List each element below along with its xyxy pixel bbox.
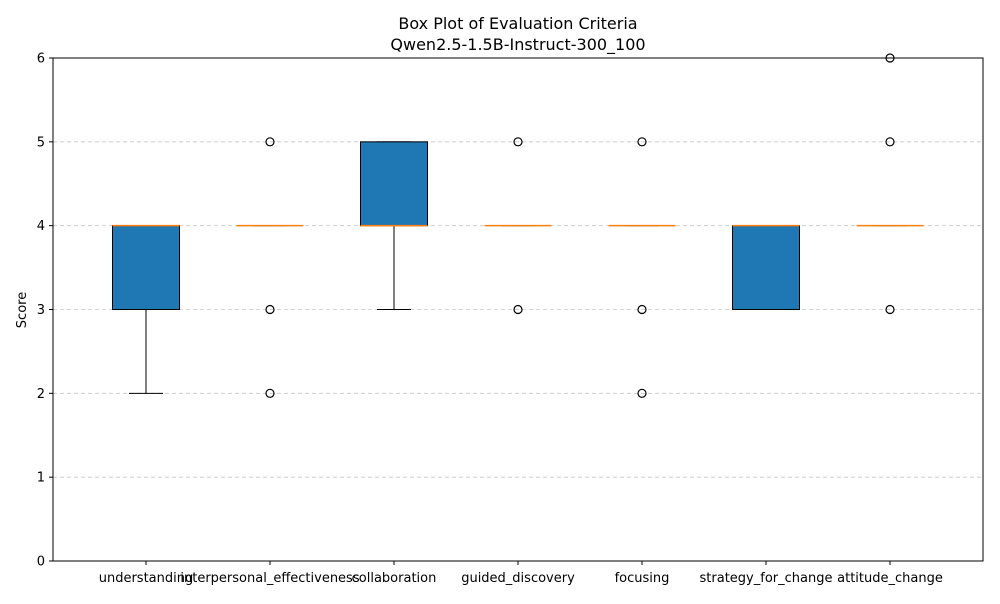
chart-subtitle: Qwen2.5-1.5B-Instruct-300_100 bbox=[390, 35, 645, 55]
x-tick-label: strategy_for_change bbox=[700, 571, 833, 586]
flier-point bbox=[265, 304, 275, 315]
grid-lines bbox=[53, 141, 983, 478]
box-body bbox=[732, 225, 800, 311]
x-tick-label: guided_discovery bbox=[461, 571, 575, 586]
y-axis-label: Score bbox=[15, 292, 30, 328]
chart-title: Box Plot of Evaluation Criteria bbox=[398, 14, 637, 33]
y-tick-label: 4 bbox=[37, 219, 45, 234]
flier-points bbox=[265, 53, 895, 398]
box-series bbox=[112, 141, 924, 394]
y-tick-label: 2 bbox=[37, 387, 45, 402]
box-understanding bbox=[112, 224, 180, 394]
x-tick-label: attitude_change bbox=[837, 571, 943, 586]
y-axis-ticks: 0 1 2 3 4 5 6 bbox=[37, 52, 53, 570]
flier-point bbox=[513, 304, 523, 315]
flier-point bbox=[513, 137, 523, 147]
box-collaboration bbox=[360, 141, 428, 310]
y-tick-label: 1 bbox=[37, 471, 45, 486]
box-body bbox=[112, 225, 180, 311]
flier-point bbox=[885, 304, 895, 315]
x-tick-label: interpersonal_effectiveness bbox=[180, 571, 359, 586]
flier-point bbox=[265, 137, 275, 147]
y-tick-label: 0 bbox=[37, 555, 45, 570]
flier-point bbox=[637, 137, 647, 147]
y-tick-label: 5 bbox=[37, 135, 45, 150]
x-tick-label: collaboration bbox=[352, 571, 437, 586]
flier-point bbox=[265, 388, 275, 398]
x-tick-label: understanding bbox=[99, 571, 194, 586]
flier-point bbox=[637, 304, 647, 315]
box-body bbox=[360, 141, 428, 227]
flier-point bbox=[637, 388, 647, 398]
flier-point bbox=[885, 137, 895, 147]
y-tick-label: 6 bbox=[37, 52, 45, 67]
x-axis-ticks: understandinginterpersonal_effectiveness… bbox=[99, 561, 943, 586]
y-tick-label: 3 bbox=[37, 303, 45, 318]
x-tick-label: focusing bbox=[615, 571, 670, 586]
box-strategy_for_change bbox=[732, 224, 800, 311]
